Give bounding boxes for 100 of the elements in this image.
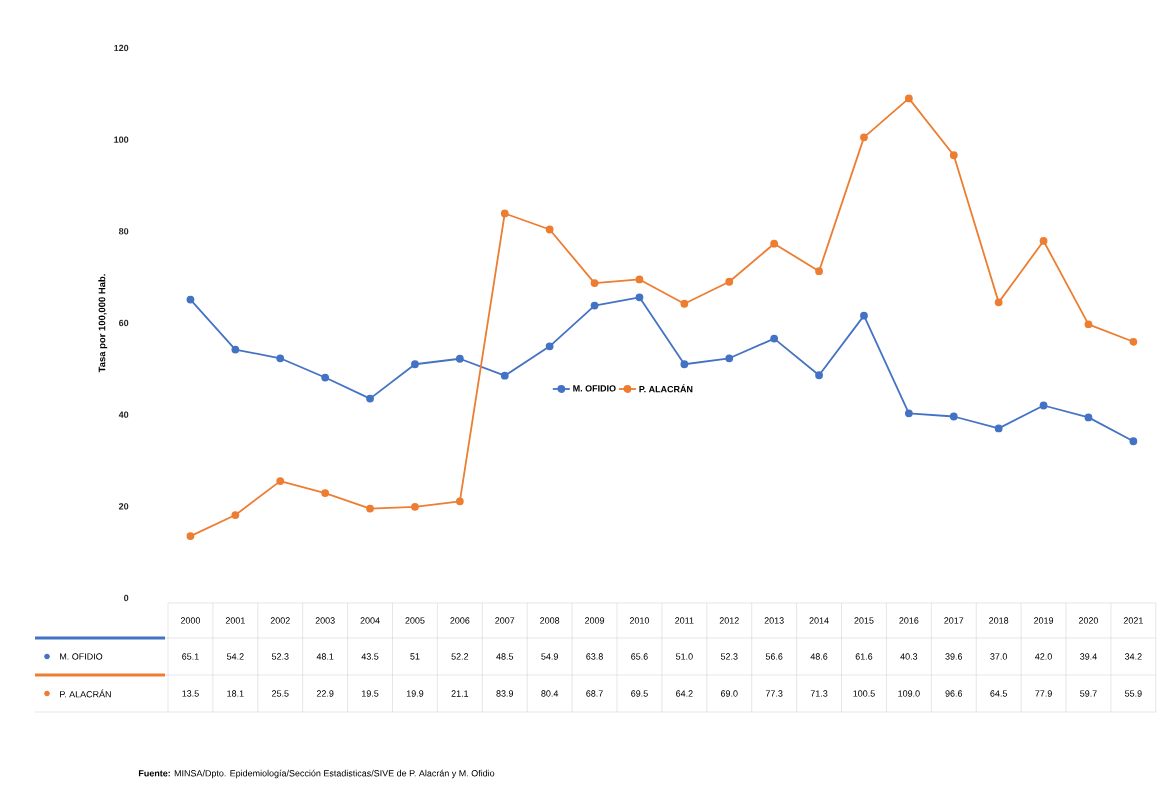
- data-label: 64.2: [676, 690, 693, 697]
- data-label: 59.7: [1080, 690, 1097, 697]
- point: [545, 225, 554, 234]
- point: [590, 301, 599, 310]
- x-tick-label: 2009: [585, 617, 605, 624]
- point: [321, 373, 330, 382]
- y-tick-label: 60: [119, 319, 129, 327]
- point: [500, 209, 509, 218]
- point: [231, 345, 240, 354]
- data-label: 39.6: [945, 653, 963, 660]
- x-tick-label: 2003: [315, 617, 335, 624]
- x-tick-label: 2018: [989, 617, 1009, 624]
- data-label: 83.9: [496, 690, 514, 697]
- point: [186, 532, 195, 541]
- point: [949, 151, 958, 160]
- point: [1039, 401, 1048, 410]
- point: [366, 504, 374, 513]
- data-label: 80.4: [541, 690, 559, 697]
- point: [725, 354, 734, 363]
- point: [411, 360, 419, 369]
- point: [455, 354, 464, 363]
- data-label: 48.1: [316, 653, 334, 660]
- data-label: 37.0: [990, 653, 1008, 660]
- data-label: 77.3: [765, 690, 783, 697]
- x-tick-label: 2000: [180, 617, 201, 624]
- y-tick-label: 0: [124, 594, 129, 602]
- x-tick-label: 2019: [1034, 617, 1054, 624]
- x-tick-label: 2017: [944, 617, 964, 624]
- point: [635, 293, 644, 302]
- x-tick-label: 2012: [719, 617, 739, 624]
- x-tick-label: 2016: [899, 617, 919, 624]
- data-label: 69.0: [720, 690, 738, 697]
- data-label: 64.5: [990, 690, 1008, 697]
- y-tick-label: 80: [118, 228, 129, 235]
- point: [680, 360, 689, 369]
- x-tick-label: 2010: [629, 617, 650, 624]
- point: [231, 511, 240, 519]
- point: [904, 94, 913, 103]
- x-tick-label: 2014: [809, 617, 829, 624]
- data-label: 43.5: [361, 653, 379, 660]
- point: [366, 394, 374, 403]
- point: [276, 477, 285, 486]
- data-label: 54.2: [226, 653, 244, 660]
- data-label: 68.7: [586, 690, 603, 697]
- x-tick-label: 2007: [495, 617, 515, 624]
- text: M. OFIDIO: [60, 653, 103, 660]
- point: [815, 267, 823, 276]
- data-label: 71.3: [810, 690, 828, 697]
- point: [815, 371, 823, 380]
- data-label: 22.9: [316, 690, 334, 697]
- point: [635, 275, 644, 284]
- data-label: 13.5: [182, 690, 199, 697]
- data-label: 52.2: [451, 653, 469, 660]
- data-label: 56.6: [765, 653, 783, 660]
- data-label: 34.2: [1124, 653, 1142, 660]
- x-tick-label: 2011: [675, 617, 694, 624]
- y-tick-label: 40: [118, 411, 129, 418]
- x-tick-label: 2013: [764, 617, 784, 624]
- data-label: 51.0: [675, 653, 693, 660]
- y-tick-label: 100: [114, 136, 129, 143]
- x-tick-label: 2015: [854, 617, 874, 624]
- point: [994, 298, 1003, 307]
- data-label: 109.0: [898, 690, 920, 697]
- data-label: 25.5: [271, 690, 289, 697]
- data-label: 61.6: [855, 653, 873, 660]
- point: [860, 133, 868, 142]
- data-label: 52.3: [720, 653, 738, 660]
- legend-label: P. ALACRÁN: [639, 384, 693, 393]
- data-label: 100.5: [853, 690, 875, 697]
- point: [680, 299, 689, 308]
- x-tick-label: 2004: [360, 617, 380, 624]
- data-label: 77.9: [1035, 690, 1052, 697]
- data-label: 55.9: [1125, 690, 1142, 697]
- point: [500, 371, 509, 380]
- data-label: 39.4: [1080, 653, 1097, 660]
- data-label: 21.1: [451, 690, 469, 697]
- point: [1129, 337, 1138, 346]
- data-label: 19.5: [362, 690, 379, 697]
- point: [321, 489, 330, 497]
- x-tick-label: 2021: [1123, 617, 1143, 624]
- data-label: 69.5: [631, 690, 648, 697]
- x-tick-label: 2006: [450, 617, 470, 624]
- data-label: 65.6: [631, 653, 648, 660]
- point: [994, 424, 1003, 433]
- point: [1039, 237, 1048, 245]
- point: [411, 502, 419, 511]
- x-tick-label: 2002: [270, 617, 290, 624]
- data-label: 96.6: [945, 690, 963, 697]
- data-label: 63.8: [586, 653, 603, 660]
- text: Fuente: MINSA/Dpto. Epidemiología/Sección Estadisticas/SIVE de P. Alacrán y M. Ofidio: [138, 769, 495, 779]
- x-tick-label: 2020: [1078, 617, 1099, 624]
- point: [904, 409, 913, 418]
- text: P. ALACRÁN: [60, 689, 111, 698]
- data-label: 48.5: [496, 653, 514, 660]
- point: [860, 311, 868, 320]
- y-tick-label: 120: [114, 44, 129, 52]
- y-tick-label: 20: [118, 503, 129, 510]
- data-label: 48.6: [810, 653, 828, 660]
- point: [1084, 320, 1093, 329]
- x-tick-label: 2005: [405, 617, 425, 624]
